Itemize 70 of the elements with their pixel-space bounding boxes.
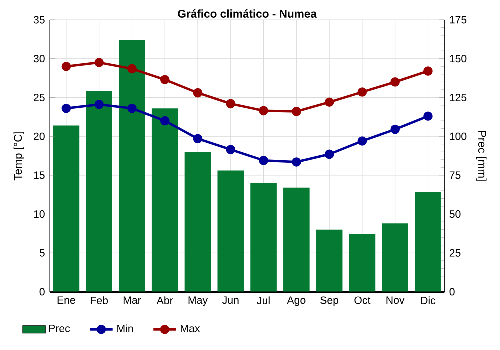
point — [424, 112, 433, 122]
bar — [119, 40, 146, 292]
point — [160, 116, 170, 126]
x-tick-label: Oct — [354, 296, 371, 304]
point — [292, 107, 302, 116]
y2-tick-label: 125 — [450, 94, 467, 102]
y-tick-label: 5 — [40, 249, 45, 257]
x-tick-label: Jun — [222, 296, 239, 304]
x-tick-label: Ene — [58, 296, 76, 304]
y2-tick-label: 150 — [450, 55, 467, 63]
legend-label: Prec — [49, 324, 70, 332]
point — [358, 88, 368, 97]
y-tick-label: 0 — [40, 288, 45, 296]
point — [390, 124, 400, 134]
y2-tick-label: 50 — [450, 210, 461, 218]
point — [292, 158, 302, 167]
y2-tick-label: 175 — [450, 16, 467, 24]
point — [94, 100, 104, 110]
legend-label: Max — [181, 324, 200, 332]
x-tick-label: Abr — [156, 296, 174, 304]
x-tick-label: Feb — [91, 296, 108, 304]
y2-tick-label: 100 — [450, 132, 467, 140]
x-tick-label: Dic — [421, 296, 436, 304]
legend-label: Min — [118, 324, 134, 332]
y2-axis-title: Prec [mm] — [476, 131, 487, 181]
y2-tick-label: 25 — [450, 249, 461, 257]
point — [62, 62, 72, 72]
bar — [382, 224, 408, 292]
bar — [86, 91, 112, 292]
y-tick-label: 20 — [34, 132, 45, 140]
bar — [152, 108, 178, 292]
bar — [316, 230, 343, 292]
x-tick-label: May — [188, 296, 208, 306]
x-tick-label: Ago — [287, 296, 306, 306]
y-tick-label: 10 — [34, 210, 45, 218]
bar — [284, 188, 310, 292]
point — [259, 106, 268, 116]
bar — [250, 183, 277, 292]
bar — [184, 152, 212, 292]
y-tick-label: 15 — [34, 172, 45, 180]
bar — [218, 170, 244, 292]
y-tick-label: 35 — [34, 16, 45, 24]
bar — [415, 192, 442, 292]
point — [259, 156, 268, 166]
point — [62, 104, 72, 114]
point — [226, 145, 236, 154]
y2-tick-label: 0 — [450, 288, 455, 296]
x-tick-label: Sep — [320, 296, 339, 306]
y2-tick-label: 75 — [450, 172, 461, 180]
y-axis-title: Temp [°C] — [14, 132, 24, 181]
point — [94, 58, 104, 68]
bar — [349, 234, 376, 292]
x-tick-label: Mar — [124, 296, 142, 304]
point — [193, 88, 203, 98]
x-tick-label: Nov — [386, 296, 405, 304]
point — [324, 98, 334, 108]
chart-title: Gráfico climático - Numea — [178, 10, 318, 18]
point — [160, 75, 170, 84]
point — [424, 66, 433, 76]
point — [128, 104, 137, 114]
bar — [53, 126, 80, 292]
point — [324, 150, 334, 160]
point — [358, 136, 368, 146]
point — [128, 64, 137, 74]
point — [226, 99, 236, 109]
y-tick-label: 30 — [34, 55, 45, 63]
x-tick-label: Jul — [257, 296, 270, 304]
y-tick-label: 25 — [34, 94, 45, 102]
point — [390, 78, 400, 87]
point — [193, 134, 203, 144]
